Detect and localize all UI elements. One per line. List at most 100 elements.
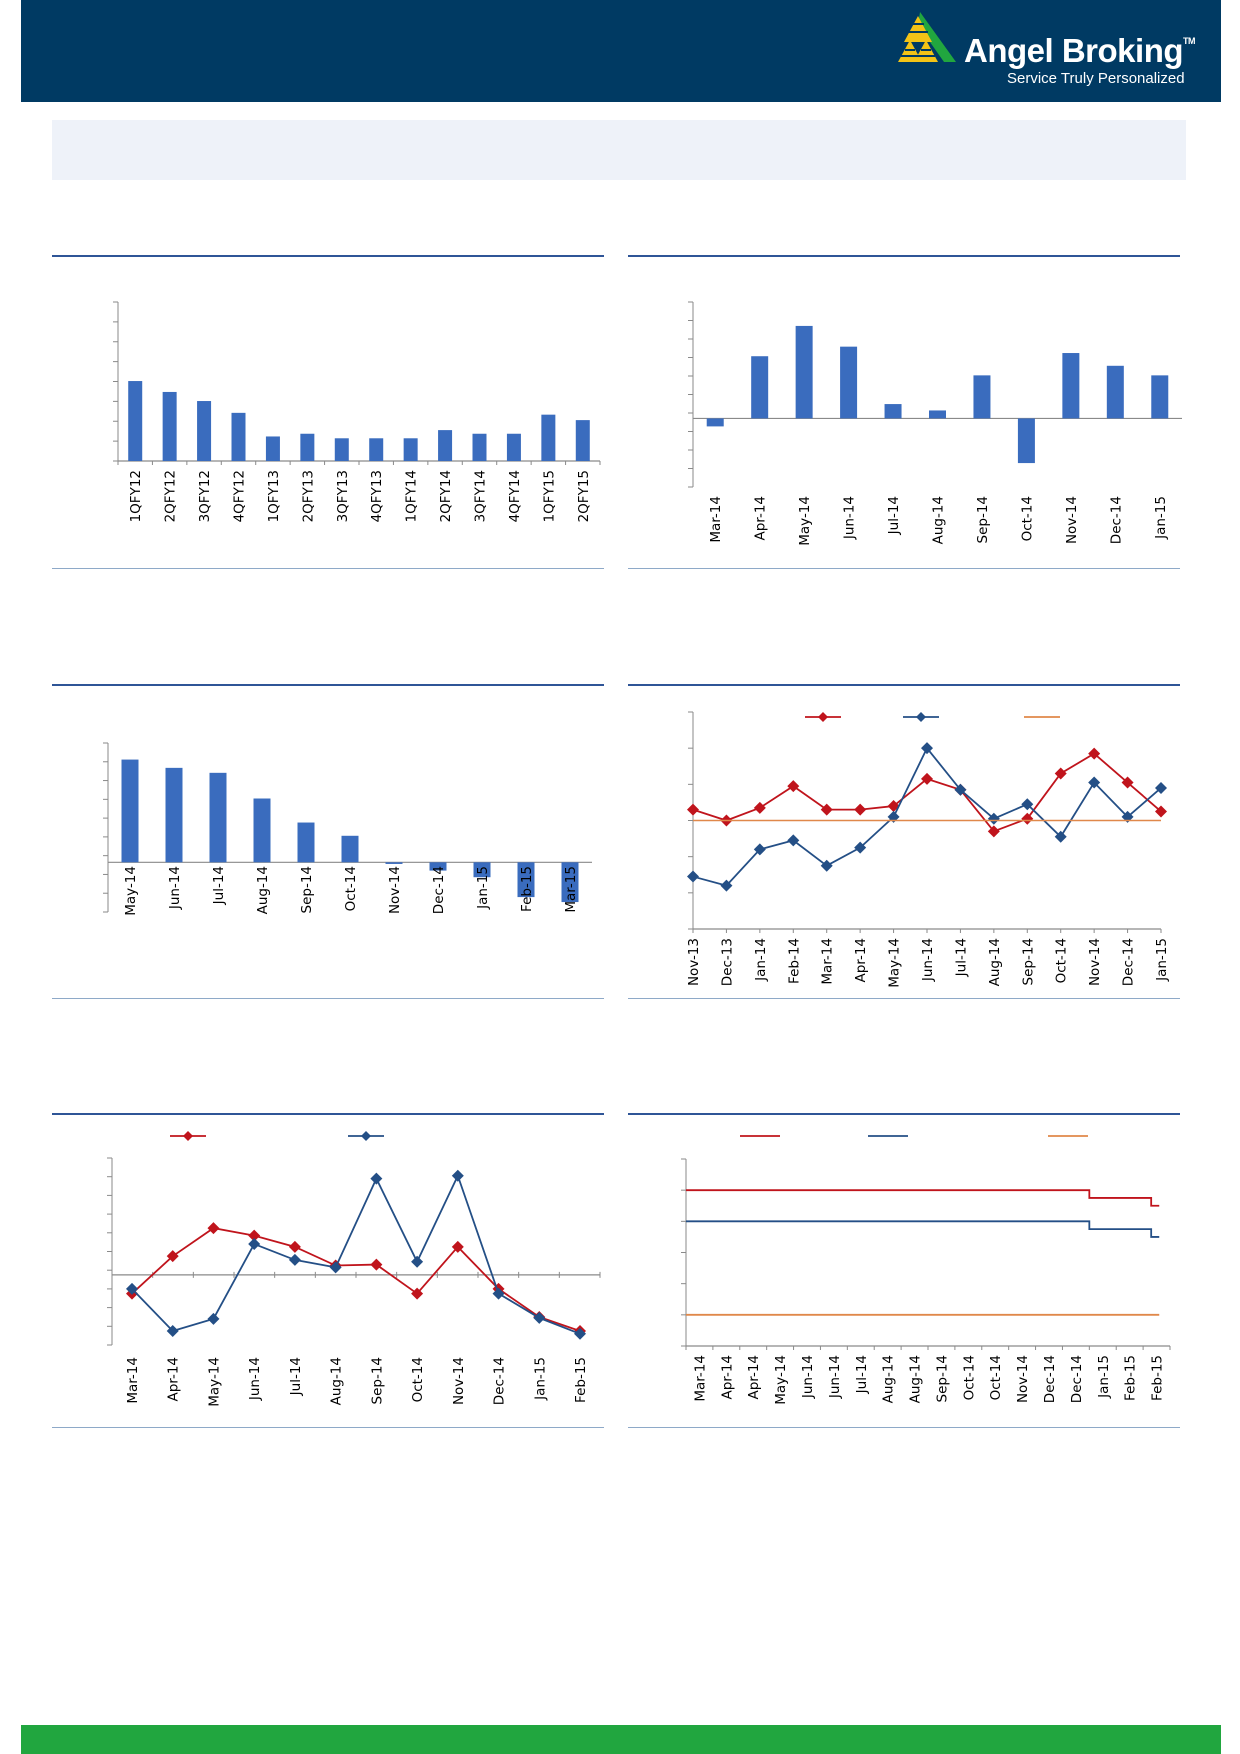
bar <box>253 798 271 863</box>
x-tick-label: Jan-15 <box>1096 1355 1112 1399</box>
bar <box>403 438 418 461</box>
legend-marker <box>361 1131 371 1141</box>
data-point <box>574 1327 586 1340</box>
data-point <box>987 812 1000 825</box>
x-tick-label: 2QFY15 <box>576 470 592 522</box>
data-point <box>248 1238 261 1251</box>
divider <box>52 684 604 686</box>
bar <box>300 433 315 461</box>
bar <box>165 767 183 863</box>
data-point <box>987 825 1000 838</box>
data-point <box>166 1324 179 1337</box>
bar <box>429 862 447 871</box>
x-tick-label: Oct-14 <box>343 866 359 911</box>
series-line <box>686 1220 1160 1238</box>
x-tick-label: Jun-14 <box>800 1355 816 1399</box>
bar <box>438 430 453 461</box>
x-tick-label: Oct-14 <box>961 1355 977 1400</box>
x-tick-label: Dec-14 <box>1069 1355 1085 1403</box>
x-tick-label: Dec-14 <box>431 866 447 914</box>
data-point <box>126 1282 138 1295</box>
x-tick-label: Feb-15 <box>519 866 535 912</box>
bar <box>506 433 521 461</box>
x-tick-label: Jan-15 <box>1154 938 1170 982</box>
x-tick-label: 4QFY13 <box>369 470 385 522</box>
divider <box>628 255 1180 257</box>
x-tick-label: Mar-14 <box>692 1355 708 1402</box>
bar <box>1106 365 1124 419</box>
series-line <box>131 1173 581 1335</box>
x-tick-label: Jul-14 <box>886 496 902 535</box>
x-tick-label: 1QFY13 <box>266 470 282 522</box>
data-point <box>787 834 800 847</box>
divider <box>628 998 1180 999</box>
data-point <box>720 879 733 892</box>
x-tick-label: Dec-14 <box>1042 1355 1058 1403</box>
x-tick-label: Mar-15 <box>563 866 579 913</box>
divider <box>628 1113 1180 1115</box>
x-tick-label: May-14 <box>123 866 139 916</box>
data-point <box>207 1222 220 1235</box>
x-tick-label: Jun-14 <box>827 1355 843 1399</box>
x-tick-label: Aug-14 <box>908 1355 924 1403</box>
footer-bar <box>21 1725 1221 1754</box>
bar <box>795 325 813 419</box>
x-tick-label: Dec-13 <box>719 938 735 986</box>
divider <box>52 1113 604 1115</box>
data-point <box>370 1258 383 1271</box>
data-point <box>533 1311 546 1324</box>
x-tick-label: Mar-14 <box>820 938 836 985</box>
x-tick-label: Mar-14 <box>125 1357 141 1404</box>
data-point <box>1088 747 1101 760</box>
x-tick-label: Jun-14 <box>167 866 183 910</box>
bar <box>1062 353 1080 419</box>
data-point <box>329 1261 342 1274</box>
quarterly-bar-chart: 1QFY12 2QFY12 3QFY12 4QFY12 1QFY13 2QFY13 3QFY… <box>113 301 601 522</box>
bar <box>121 759 139 863</box>
x-tick-label: Aug-14 <box>255 866 271 914</box>
x-tick-label: Nov-14 <box>1087 938 1103 986</box>
x-tick-label: Nov-14 <box>387 866 403 914</box>
data-point <box>492 1287 505 1300</box>
data-point <box>370 1172 383 1185</box>
x-tick-label: Jan-14 <box>753 938 769 982</box>
x-tick-label: 3QFY13 <box>335 470 351 522</box>
x-tick-label: Nov-14 <box>1064 496 1080 544</box>
monthly-bar-chart: Mar-14 Apr-14 May-14 Jun-14 Jul-14 Aug-14 Sep-… <box>688 301 1182 546</box>
data-point <box>166 1250 179 1263</box>
divider <box>52 255 604 257</box>
x-tick-label: 4QFY12 <box>232 470 248 522</box>
x-tick-label: Oct-14 <box>1019 496 1035 541</box>
legend-marker <box>916 712 926 722</box>
x-tick-label: Apr-14 <box>746 1355 762 1400</box>
data-point <box>1155 781 1167 794</box>
x-tick-label: Sep-14 <box>369 1357 385 1405</box>
x-tick-label: 2QFY14 <box>438 470 454 522</box>
x-tick-label: Jun-14 <box>247 1357 263 1401</box>
data-point <box>687 870 699 883</box>
data-point <box>753 843 766 856</box>
x-tick-label: May-14 <box>773 1355 789 1405</box>
bar <box>341 835 359 863</box>
bar <box>884 404 902 419</box>
data-point <box>1054 830 1067 843</box>
divider <box>52 998 604 999</box>
x-tick-label: Apr-14 <box>719 1355 735 1400</box>
data-point <box>207 1312 220 1325</box>
data-point <box>854 803 867 816</box>
bar <box>1017 418 1035 464</box>
data-point <box>687 803 699 816</box>
x-tick-label: Jan-15 <box>1153 496 1169 540</box>
x-tick-label: Jul-14 <box>288 1357 304 1396</box>
bar <box>297 822 315 863</box>
x-tick-label: 4QFY14 <box>507 470 523 522</box>
x-tick-label: Aug-14 <box>987 938 1003 986</box>
divider <box>628 568 1180 569</box>
x-tick-label: Feb-15 <box>573 1357 589 1403</box>
data-point <box>787 780 800 793</box>
x-tick-label: Jan-15 <box>475 866 491 910</box>
bar <box>128 381 143 461</box>
bar <box>575 420 590 461</box>
divider <box>52 568 604 569</box>
report-header: Angel BrokingTM Service Truly Personaliz… <box>21 0 1221 102</box>
